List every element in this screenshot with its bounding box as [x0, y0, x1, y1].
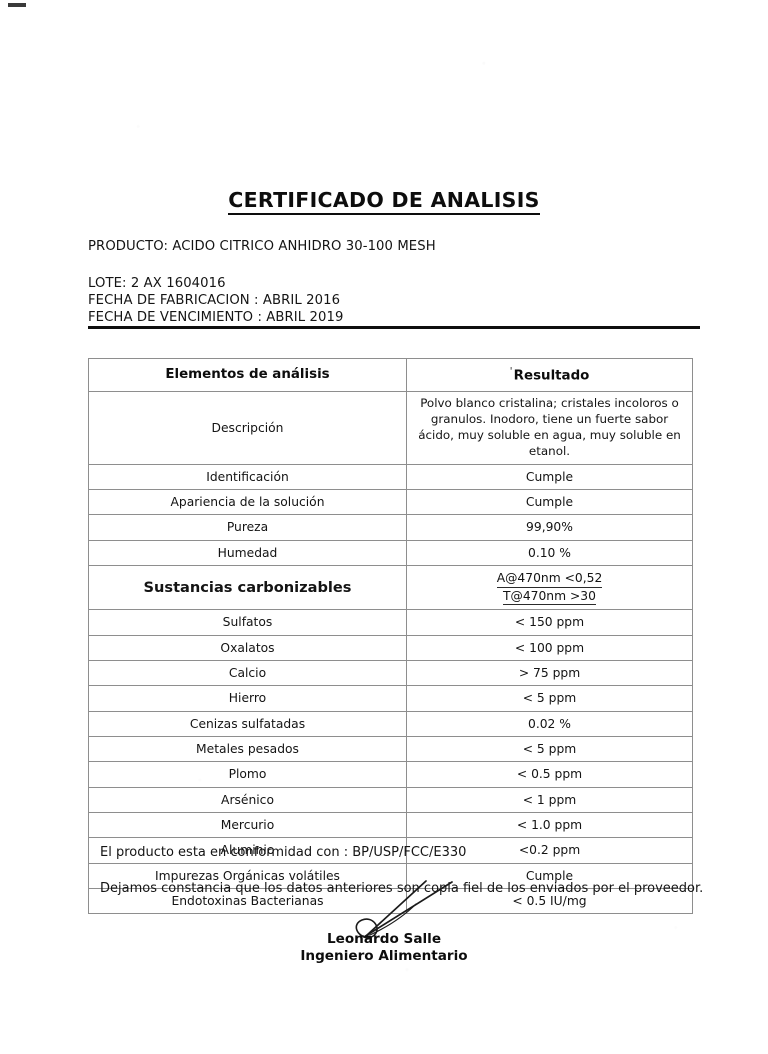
row-item: Oxalatos: [88, 634, 407, 661]
row-item: Humedad: [88, 539, 407, 566]
row-item: Endotoxinas Bacterianas: [88, 887, 407, 915]
product-line: PRODUCTO: ACIDO CITRICO ANHIDRO 30-100 M…: [88, 239, 436, 254]
row-item: Sulfatos: [88, 609, 407, 636]
lot-line: LOTE: 2 AX 1604016: [88, 276, 226, 291]
table-row: Aluminio <0.2 ppm: [88, 837, 693, 864]
row-result: < 5 ppm: [406, 735, 693, 763]
row-item: Calcio: [88, 659, 407, 687]
signer-name: Leonardo Salle: [326, 931, 442, 947]
row-result: < 1 ppm: [406, 786, 693, 813]
table-row: Metales pesados < 5 ppm: [88, 735, 693, 763]
table-row: Identificación Cumple: [88, 463, 693, 490]
attestation-statement: Dejamos constancia que los datos anterio…: [100, 881, 704, 896]
row-result: A@470nm <0,52 T@470nm >30: [406, 564, 693, 611]
table-row: Apariencia de la solución Cumple: [88, 488, 693, 516]
manufacture-date-line: FECHA DE FABRICACION : ABRIL 2016: [88, 293, 341, 308]
conformity-statement: El producto esta en conformidad con : BP…: [100, 845, 467, 860]
row-item: Cenizas sulfatadas: [88, 710, 407, 737]
scan-artifact-mark: [8, 3, 26, 7]
row-result: Polvo blanco cristalina; cristales incol…: [406, 391, 693, 465]
table-row: Endotoxinas Bacterianas < 0.5 IU/mg: [88, 887, 693, 915]
row-item: Pureza: [88, 514, 407, 541]
row-item: Descripción: [88, 391, 407, 465]
row-result: < 100 ppm: [406, 634, 693, 661]
signer-role: Ingeniero Alimentario: [300, 948, 468, 964]
table-row: Descripción Polvo blanco cristalina; cri…: [88, 391, 693, 465]
table-row: Calcio > 75 ppm: [88, 659, 693, 687]
page-title: CERTIFICADO DE ANALISIS: [0, 188, 768, 215]
header-divider-rule: [88, 326, 700, 329]
table-row: Oxalatos < 100 ppm: [88, 634, 693, 661]
row-result: Cumple: [406, 463, 693, 490]
table-row: Cenizas sulfatadas 0.02 %: [88, 710, 693, 737]
row-result: > 75 ppm: [406, 659, 693, 687]
table-row: Sustancias carbonizables A@470nm <0,52 T…: [88, 564, 693, 611]
row-item: Identificación: [88, 463, 407, 490]
row-result: 0.10 %: [406, 539, 693, 566]
page-title-text: CERTIFICADO DE ANALISIS: [228, 188, 540, 215]
table-row: Plomo < 0.5 ppm: [88, 761, 693, 788]
column-header-result-text: Resultado: [513, 368, 590, 384]
row-item: Hierro: [88, 685, 407, 712]
column-header-item: Elementos de análisis: [88, 357, 407, 393]
table-row: Humedad 0.10 %: [88, 539, 693, 566]
analysis-results-table: Elementos de análisis 'Resultado Descrip…: [88, 357, 693, 915]
table-row: Hierro < 5 ppm: [88, 685, 693, 712]
row-result-line1: A@470nm <0,52: [496, 570, 603, 588]
row-item: Apariencia de la solución: [88, 488, 407, 516]
table-row: Pureza 99,90%: [88, 514, 693, 541]
scan-speck-icon: ': [509, 366, 513, 377]
row-item: Metales pesados: [88, 735, 407, 763]
row-result: 99,90%: [406, 514, 693, 541]
table-row: Arsénico < 1 ppm: [88, 786, 693, 813]
row-result-line2: T@470nm >30: [503, 588, 596, 606]
row-item: Impurezas Orgánicas volátiles: [88, 862, 407, 889]
row-item: Plomo: [88, 761, 407, 788]
table-header-row: Elementos de análisis 'Resultado: [88, 357, 693, 393]
row-result: 0.02 %: [406, 710, 693, 737]
row-result: < 1.0 ppm: [406, 811, 693, 839]
row-item: Sustancias carbonizables: [88, 564, 407, 611]
column-header-result: 'Resultado: [406, 357, 693, 393]
row-result: Cumple: [406, 488, 693, 516]
row-item: Mercurio: [88, 811, 407, 839]
table-row: Sulfatos < 150 ppm: [88, 609, 693, 636]
row-item: Arsénico: [88, 786, 407, 813]
table-row: Mercurio < 1.0 ppm: [88, 811, 693, 839]
row-result: < 0.5 ppm: [406, 761, 693, 788]
row-result: < 5 ppm: [406, 685, 693, 712]
row-result: < 0.5 IU/mg: [406, 887, 693, 915]
row-item: Aluminio: [88, 837, 407, 864]
expiry-date-line: FECHA DE VENCIMIENTO : ABRIL 2019: [88, 310, 344, 325]
row-result: < 150 ppm: [406, 609, 693, 636]
